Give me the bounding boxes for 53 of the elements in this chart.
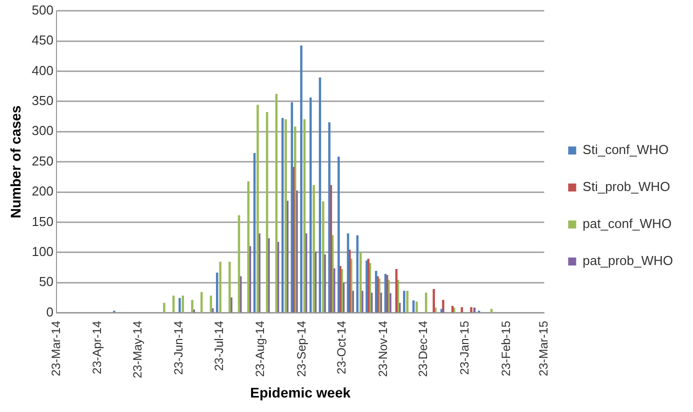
- x-tick-label: 23-May-14: [130, 320, 144, 378]
- y-tick-label: 50: [39, 274, 54, 290]
- bar: [473, 308, 476, 312]
- bar: [442, 300, 444, 312]
- bar: [191, 300, 194, 312]
- y-tick-label: 0: [46, 304, 54, 320]
- x-tick-label: 23-Jan-15: [458, 320, 472, 375]
- bar: [328, 122, 330, 312]
- x-tick-label: 23-Jul-14: [212, 320, 226, 371]
- x-tick-label: 23-Mar-15: [536, 320, 550, 376]
- bar: [178, 298, 181, 312]
- bar: [310, 97, 312, 312]
- bar: [247, 181, 250, 312]
- y-tick-label: 100: [32, 244, 54, 260]
- x-tick-label: 23-Mar-14: [48, 320, 63, 376]
- x-tick-label: 23-Oct-14: [334, 320, 349, 374]
- y-axis-title: Number of cases: [7, 105, 24, 218]
- legend-label: pat_conf_WHO: [582, 216, 672, 232]
- x-tick-label: 23-Feb-15: [499, 320, 514, 376]
- x-tick-label: 23-Apr-14: [90, 320, 104, 374]
- x-tick-label: 23-Aug-14: [253, 320, 268, 377]
- bar: [256, 104, 259, 312]
- y-tick-label: 450: [32, 32, 54, 48]
- y-tick-label: 400: [32, 62, 54, 78]
- bar: [416, 302, 418, 312]
- bar: [228, 262, 231, 312]
- x-tick-label: 23-Jun-14: [172, 320, 186, 375]
- bar: [403, 290, 406, 312]
- bar: [470, 307, 472, 312]
- bar: [406, 290, 408, 312]
- bar: [312, 185, 315, 312]
- y-tick-label: 250: [32, 153, 54, 168]
- y-tick-label: 150: [32, 214, 54, 229]
- y-tick-label: 500: [32, 2, 54, 18]
- legend-label: Sti_conf_WHO: [582, 142, 669, 158]
- x-tick-label: 23-Dec-14: [416, 320, 430, 377]
- legend-label: Sti_prob_WHO: [582, 179, 670, 194]
- bar: [460, 307, 464, 312]
- bar: [284, 119, 287, 312]
- y-tick-label: 300: [32, 123, 54, 138]
- y-tick-label: 350: [32, 92, 54, 108]
- x-axis-title: Epidemic week: [250, 384, 351, 400]
- bar: [300, 46, 302, 312]
- bar: [219, 262, 222, 312]
- bar: [432, 288, 435, 312]
- bar: [294, 126, 296, 312]
- bar: [322, 201, 324, 312]
- x-tick-label: 23-Sep-14: [294, 320, 309, 377]
- bar: [163, 302, 166, 312]
- legend-label: pat_prob_WHO: [582, 253, 674, 268]
- x-tick-label: 23-Nov-14: [376, 320, 390, 377]
- bar: [338, 156, 340, 312]
- y-tick-label: 200: [32, 184, 54, 199]
